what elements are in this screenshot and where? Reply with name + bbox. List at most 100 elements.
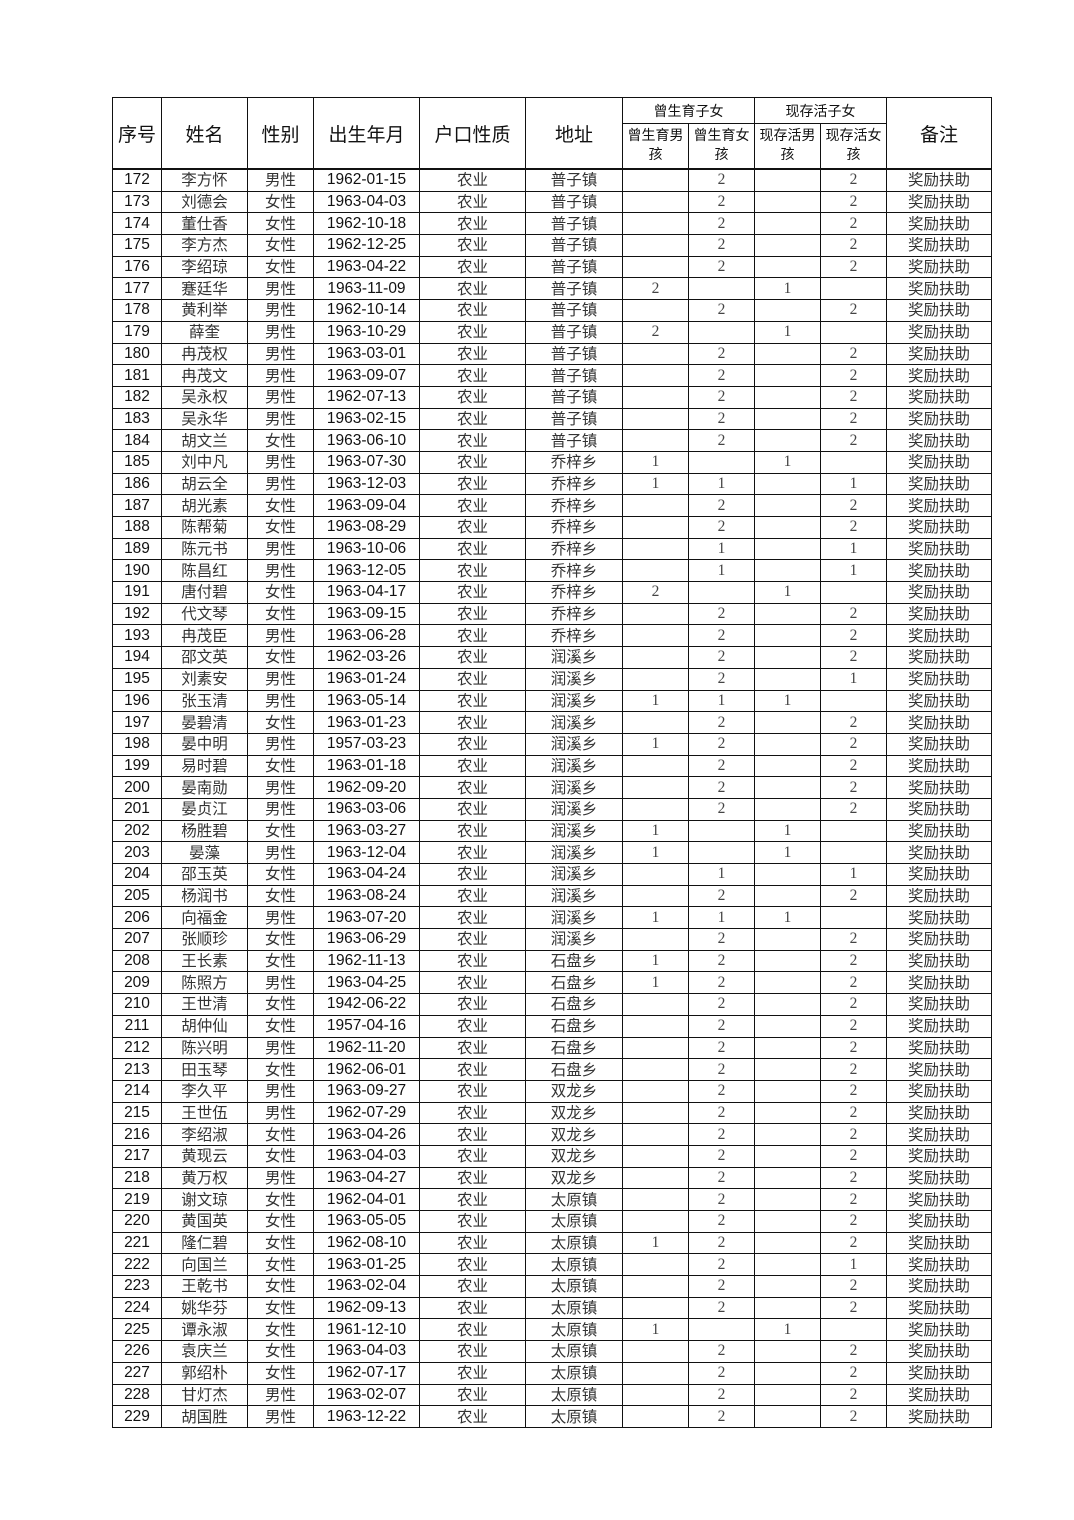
cell-hukou: 农业	[419, 277, 526, 301]
cell-name: 刘中凡	[161, 450, 248, 474]
cell-gender: 男性	[247, 667, 314, 691]
cell-living-boys	[754, 711, 821, 734]
cell-gender: 女性	[247, 1340, 314, 1363]
cell-note: 奖励扶助	[886, 1361, 992, 1385]
cell-living-girls: 2	[820, 1275, 887, 1298]
cell-dob: 1963-05-14	[313, 689, 420, 713]
cell-born-boys: 1	[622, 971, 689, 995]
cell-gender: 男性	[247, 299, 314, 322]
cell-no: 225	[112, 1318, 162, 1342]
cell-note: 奖励扶助	[886, 1188, 992, 1211]
cell-no: 177	[112, 277, 162, 301]
cell-name: 胡文兰	[161, 429, 248, 452]
cell-living-girls: 2	[820, 928, 887, 951]
table-row: 217 黄现云 女性 1963-04-03 农业 双龙乡 2 2 奖励扶助	[112, 1144, 992, 1168]
cell-hukou: 农业	[419, 429, 526, 452]
table-row: 196 张玉清 男性 1963-05-14 农业 润溪乡 1 1 1 奖励扶助	[112, 689, 992, 713]
cell-name: 王长素	[161, 949, 248, 973]
cell-address: 润溪乡	[525, 819, 623, 843]
cell-born-girls: 2	[688, 646, 755, 669]
cell-born-girls: 2	[688, 364, 755, 387]
cell-dob: 1963-06-28	[313, 624, 420, 648]
cell-name: 胡云全	[161, 472, 248, 496]
cell-address: 普子镇	[525, 429, 623, 452]
cell-living-girls: 2	[820, 1210, 887, 1233]
cell-born-girls: 1	[688, 472, 755, 496]
cell-note: 奖励扶助	[886, 602, 992, 626]
cell-hukou: 农业	[419, 1210, 526, 1233]
cell-no: 196	[112, 689, 162, 713]
cell-living-boys	[754, 190, 821, 214]
table-row: 183 吴永华 男性 1963-02-15 农业 普子镇 2 2 奖励扶助	[112, 407, 992, 431]
cell-no: 194	[112, 646, 162, 669]
cell-name: 王乾书	[161, 1275, 248, 1298]
cell-name: 郭绍朴	[161, 1361, 248, 1385]
cell-hukou: 农业	[419, 190, 526, 214]
cell-living-girls: 2	[820, 1036, 887, 1060]
cell-born-boys	[622, 255, 689, 279]
cell-living-boys	[754, 516, 821, 539]
cell-no: 224	[112, 1296, 162, 1320]
cell-note: 奖励扶助	[886, 1036, 992, 1060]
cell-living-girls: 2	[820, 971, 887, 995]
cell-born-boys	[622, 342, 689, 366]
table-row: 214 李久平 男性 1963-09-27 农业 双龙乡 2 2 奖励扶助	[112, 1079, 992, 1103]
cell-no: 214	[112, 1079, 162, 1103]
cell-born-girls: 2	[688, 1405, 755, 1428]
cell-born-boys	[622, 1101, 689, 1125]
cell-born-boys	[622, 1079, 689, 1103]
cell-hukou: 农业	[419, 754, 526, 778]
cell-born-girls: 2	[688, 732, 755, 756]
cell-name: 杨胜碧	[161, 819, 248, 843]
cell-living-boys	[754, 168, 821, 192]
cell-living-boys: 1	[754, 841, 821, 864]
cell-address: 润溪乡	[525, 928, 623, 951]
cell-born-girls: 2	[688, 1188, 755, 1211]
cell-gender: 女性	[247, 1144, 314, 1168]
cell-living-boys	[754, 754, 821, 778]
cell-gender: 女性	[247, 234, 314, 257]
cell-no: 191	[112, 581, 162, 604]
cell-gender: 男性	[247, 797, 314, 821]
cell-living-girls: 1	[820, 472, 887, 496]
cell-living-girls: 1	[820, 559, 887, 583]
cell-dob: 1963-04-26	[313, 1123, 420, 1146]
cell-living-boys	[754, 646, 821, 669]
cell-living-girls: 2	[820, 1166, 887, 1190]
cell-born-girls: 2	[688, 385, 755, 409]
header-hukou: 户口性质	[419, 97, 526, 170]
cell-note: 奖励扶助	[886, 754, 992, 778]
cell-hukou: 农业	[419, 646, 526, 669]
cell-gender: 男性	[247, 450, 314, 474]
cell-born-boys	[622, 1253, 689, 1277]
cell-born-girls: 1	[688, 689, 755, 713]
cell-name: 黄现云	[161, 1144, 248, 1168]
cell-dob: 1963-06-10	[313, 429, 420, 452]
cell-born-girls: 1	[688, 559, 755, 583]
cell-name: 田玉琴	[161, 1058, 248, 1081]
cell-born-boys	[622, 1014, 689, 1038]
cell-gender: 女性	[247, 602, 314, 626]
cell-born-girls: 2	[688, 1166, 755, 1190]
cell-born-boys	[622, 863, 689, 886]
cell-born-girls: 2	[688, 516, 755, 539]
cell-gender: 女性	[247, 494, 314, 517]
table-row: 189 陈元书 男性 1963-10-06 农业 乔梓乡 1 1 奖励扶助	[112, 537, 992, 561]
cell-no: 176	[112, 255, 162, 279]
cell-gender: 男性	[247, 841, 314, 864]
cell-no: 173	[112, 190, 162, 214]
cell-name: 谭永淑	[161, 1318, 248, 1342]
cell-living-boys	[754, 364, 821, 387]
cell-living-girls	[820, 689, 887, 713]
cell-born-girls: 2	[688, 1253, 755, 1277]
cell-name: 李绍淑	[161, 1123, 248, 1146]
cell-born-girls	[688, 320, 755, 344]
cell-living-boys	[754, 776, 821, 799]
cell-dob: 1963-01-18	[313, 754, 420, 778]
cell-name: 张玉清	[161, 689, 248, 713]
cell-note: 奖励扶助	[886, 1296, 992, 1320]
cell-born-boys: 2	[622, 320, 689, 344]
cell-no: 206	[112, 906, 162, 930]
cell-address: 乔梓乡	[525, 516, 623, 539]
cell-gender: 女性	[247, 190, 314, 214]
